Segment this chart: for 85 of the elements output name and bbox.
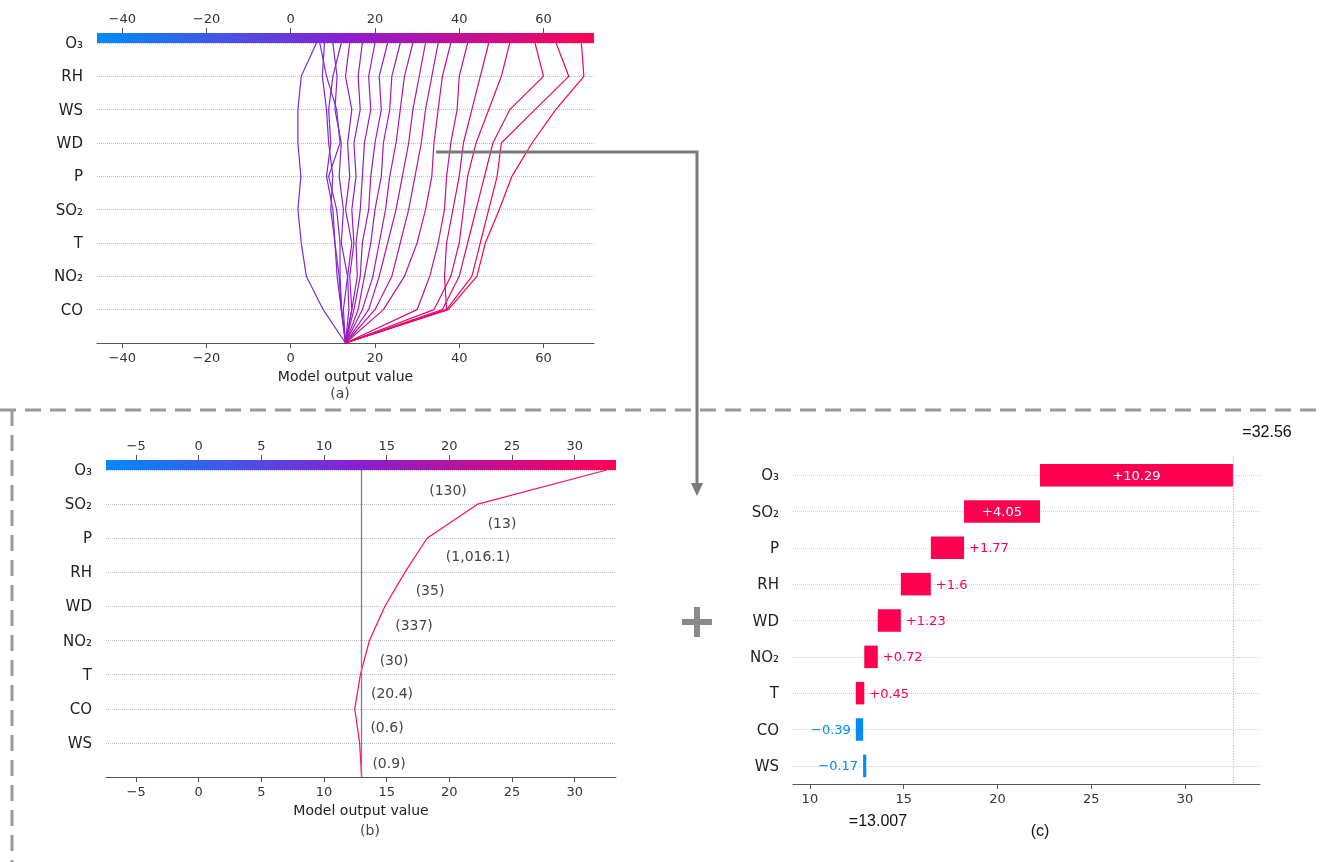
annotation: (337): [395, 617, 433, 633]
x-tick-label: 25: [503, 784, 521, 799]
text: (c): [1030, 821, 1050, 839]
annotation: (30): [379, 652, 409, 668]
y-tick-label: CO: [756, 720, 779, 739]
y-tick-label: NO₂: [53, 267, 83, 286]
x2-tick-label: 20: [366, 11, 384, 26]
x2-tick-label: −20: [192, 11, 221, 26]
y-tick-label: P: [82, 529, 92, 548]
annotation: (1,016.1): [445, 548, 511, 564]
y-tick-label: WS: [58, 100, 83, 119]
x-tick-label: 15: [378, 784, 395, 799]
data-label: +10.29: [1112, 467, 1161, 483]
y-tick-label: T: [72, 234, 84, 252]
x2-tick-label: 60: [535, 11, 552, 26]
annotation: (35): [415, 582, 445, 598]
x2-tick-label: 30: [566, 438, 583, 453]
x2-tick-label: 25: [503, 438, 521, 453]
y-tick-label: P: [769, 538, 779, 557]
data-label: +4.05: [982, 504, 1022, 519]
y-tick-label: O₃: [65, 34, 83, 52]
x2-tick-label: −40: [108, 11, 136, 26]
y-tick-label: WD: [65, 597, 92, 616]
x-tick-label: 10: [801, 791, 819, 806]
x-tick-label: 20: [366, 350, 384, 365]
x-tick-label: 0: [194, 784, 203, 799]
annotation: (20.4): [370, 685, 414, 701]
x2-tick-label: 10: [315, 438, 333, 453]
x-tick-label: 15: [895, 791, 912, 806]
y-tick-label: RH: [757, 575, 779, 594]
x-tick-label: 20: [441, 784, 458, 799]
x-tick-label: 30: [566, 784, 583, 799]
text: (a): [330, 385, 350, 401]
x-tick-label: 30: [1176, 791, 1194, 806]
x2-tick-label: 0: [286, 11, 295, 26]
y-tick-label: SO₂: [55, 200, 83, 219]
data-label: −0.17: [818, 758, 859, 774]
x-tick-label: 10: [315, 784, 333, 799]
y-tick-label: WS: [67, 733, 92, 752]
x-tick-label: 60: [535, 350, 552, 365]
data-label: +1.77: [969, 540, 1009, 556]
data-label: −0.39: [810, 722, 851, 737]
annotation: (0.9): [372, 755, 406, 771]
x-axis-title: Model output value: [277, 368, 414, 384]
annotation: (0.6): [370, 719, 404, 735]
x-tick-label: 0: [286, 350, 295, 365]
x-axis-title: Model output value: [293, 802, 429, 818]
y-tick-label: SO₂: [64, 495, 92, 514]
y-tick-label: RH: [61, 67, 83, 86]
data-label: +1.23: [905, 613, 946, 628]
text: =13.007: [848, 811, 908, 829]
y-tick-label: NO₂: [62, 631, 92, 650]
y-tick-label: T: [768, 684, 780, 703]
text: (b): [360, 822, 380, 838]
x-tick-label: −5: [126, 784, 146, 799]
x2-tick-label: 15: [378, 438, 395, 453]
y-tick-label: WS: [754, 756, 779, 775]
annotation: (130): [429, 482, 467, 498]
x2-tick-label: 40: [450, 11, 468, 26]
y-tick-label: WD: [56, 134, 83, 152]
data-label: +1.6: [935, 576, 968, 592]
annotation: (13): [487, 515, 517, 531]
y-tick-label: CO: [60, 300, 83, 319]
data-label: +0.45: [869, 685, 910, 701]
y-tick-label: T: [81, 665, 93, 684]
x-tick-label: 20: [989, 791, 1006, 806]
x-tick-label: −40: [108, 350, 136, 365]
text: =32.56: [1242, 422, 1292, 440]
y-tick-label: WD: [752, 611, 779, 630]
x2-tick-label: −5: [126, 438, 146, 453]
y-tick-label: RH: [70, 563, 92, 582]
y-tick-label: O₃: [74, 461, 92, 479]
data-label: +0.72: [882, 649, 923, 665]
y-tick-label: P: [73, 167, 83, 186]
x2-tick-label: 20: [441, 438, 458, 453]
x-tick-label: 5: [257, 784, 266, 799]
x-tick-label: 40: [450, 350, 468, 365]
x-tick-label: −20: [192, 350, 221, 365]
x-tick-label: 25: [1082, 791, 1100, 806]
x2-tick-label: 5: [257, 438, 266, 453]
y-tick-label: SO₂: [751, 502, 779, 521]
y-tick-label: NO₂: [749, 647, 779, 666]
y-tick-label: O₃: [761, 466, 779, 485]
x2-tick-label: 0: [194, 438, 203, 453]
y-tick-label: CO: [69, 699, 92, 718]
